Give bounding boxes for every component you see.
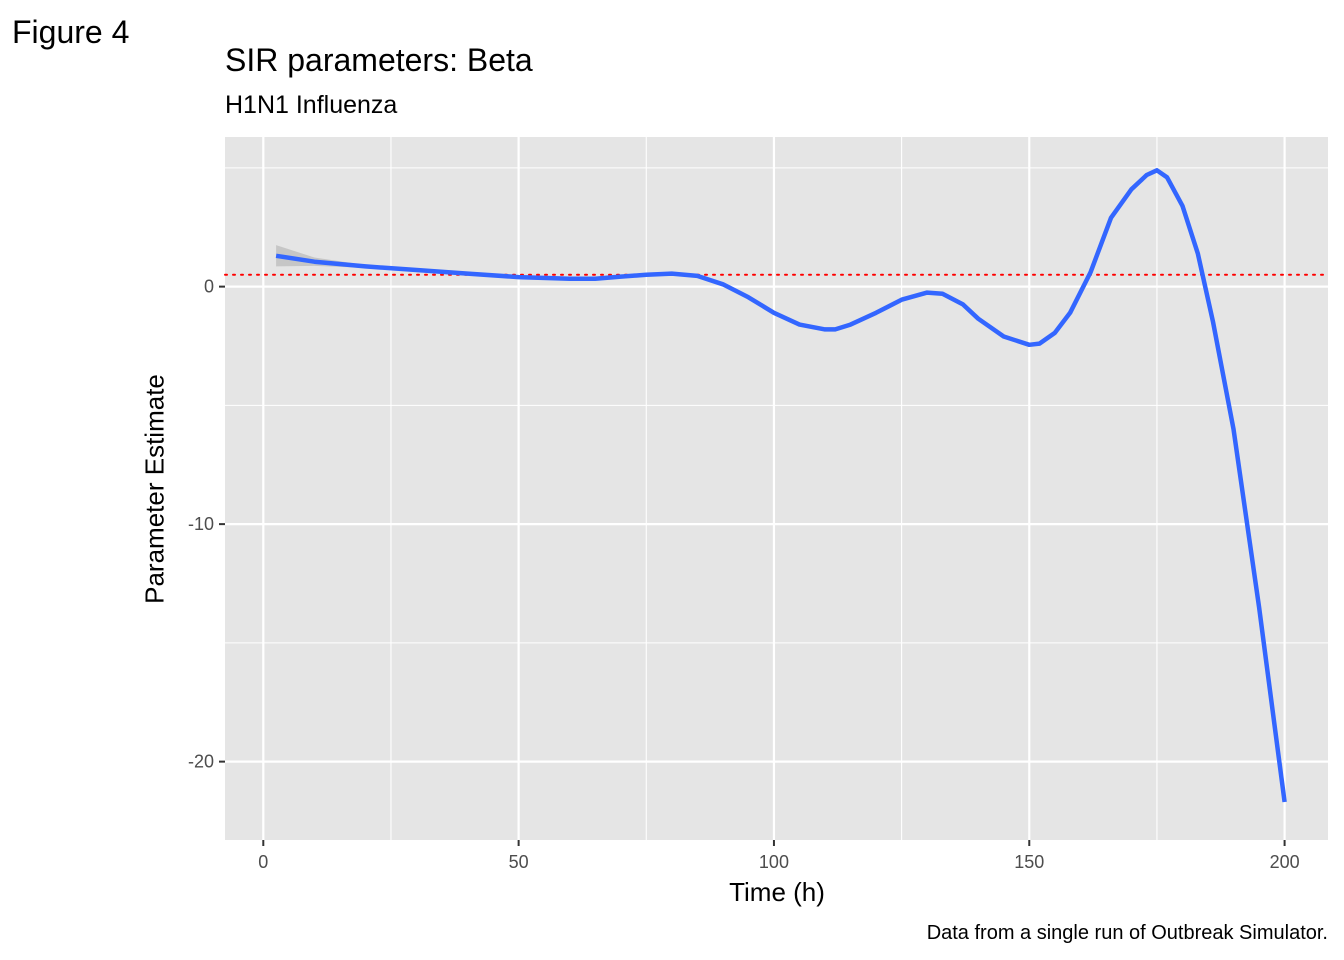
minor-gridlines: [225, 137, 1328, 840]
x-tick-labels: 0 50 100 150 200: [258, 852, 1299, 872]
x-tick-label: 150: [1014, 852, 1044, 872]
y-tick-label: -10: [188, 514, 214, 534]
beta-estimate-line: [275, 168, 1287, 803]
chart-caption: Data from a single run of Outbreak Simul…: [926, 922, 1328, 944]
chart-subtitle: H1N1 Influenza: [225, 91, 398, 119]
x-axis-label: Time (h): [729, 877, 825, 907]
chart-title: SIR parameters: Beta: [225, 42, 533, 78]
x-tick-label: 100: [759, 852, 789, 872]
y-axis-label: Parameter Estimate: [139, 374, 170, 604]
major-gridlines: [225, 137, 1328, 840]
y-tick-label: 0: [204, 277, 214, 297]
x-tick-label: 0: [258, 852, 268, 872]
axis-ticks: [219, 285, 1286, 846]
x-tick-label: 50: [509, 852, 529, 872]
y-tick-labels: -20 -10 0: [188, 277, 214, 772]
figure-label: Figure 4: [12, 14, 130, 50]
plot-panel-background: [225, 137, 1328, 840]
x-tick-label: 200: [1270, 852, 1300, 872]
y-tick-label: -20: [188, 752, 214, 772]
